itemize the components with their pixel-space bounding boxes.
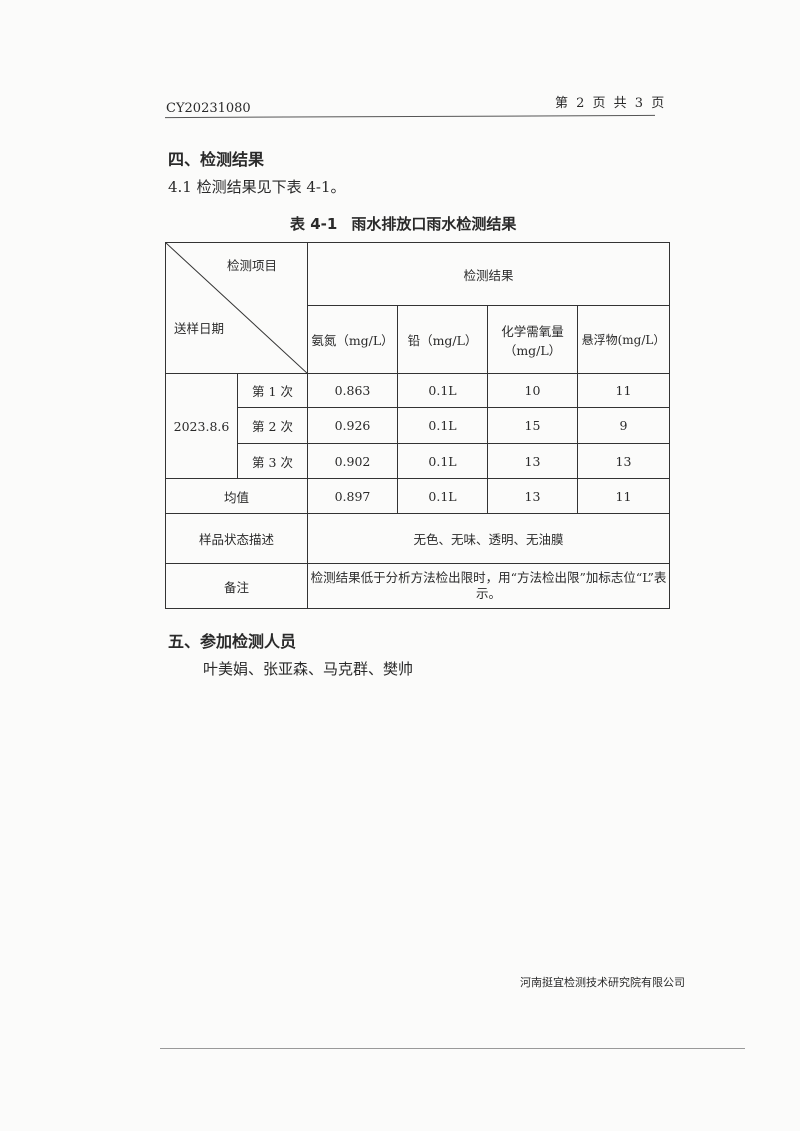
column-header: 化学需氧量（mg/L） [487,305,578,374]
caption-number: 表 4-1 [290,215,338,233]
row-label: 第 2 次 [237,407,308,444]
section-4-intro: 4.1 检测结果见下表 4-1。 [168,178,346,196]
cell: 0.897 [307,478,398,514]
mean-row: 均值 0.897 0.1L 13 11 [165,478,671,514]
date-cell: 2023.8.6 [165,373,238,479]
cell: 11 [576,478,671,514]
column-header: 铅（mg/L） [397,305,488,374]
cell: 13 [487,478,578,514]
remark-value: 检测结果低于分析方法检出限时，用“方法检出限”加标志位“L”表示。 [306,563,671,609]
cell: 0.902 [307,443,398,479]
cell: 11 [576,373,671,408]
cell: 15 [487,407,578,444]
row-label: 备注 [165,563,308,609]
diagonal-line [166,243,308,374]
caption-title: 雨水排放口雨水检测结果 [351,215,517,233]
corner-top-label: 检测项目 [226,258,277,273]
remark-row: 备注 检测结果低于分析方法检出限时，用“方法检出限”加标志位“L”表示。 [165,563,671,609]
section-4-title: 四、检测结果 [168,150,265,169]
document-number: CY20231080 [166,101,251,116]
state-row: 样品状态描述 无色、无味、透明、无油膜 [165,513,671,564]
cell: 9 [576,407,671,444]
cell: 0.863 [307,373,398,408]
cell: 0.1L [397,407,488,444]
row-label: 第 1 次 [237,373,308,408]
cell: 0.1L [397,373,488,408]
corner-bottom-label: 送样日期 [174,321,225,336]
cell: 13 [487,443,578,479]
cell: 0.1L [397,443,488,479]
row-label: 第 3 次 [237,443,308,479]
company-footer: 河南挺宜检测技术研究院有限公司 [520,976,685,989]
column-header: 氨氮（mg/L） [307,305,398,374]
cell: 0.926 [307,407,398,444]
results-table: 检测项目 送样日期 检测结果 氨氮（mg/L） 铅（mg/L） 化学需氧量（mg… [165,242,671,609]
column-header: 悬浮物(mg/L） [576,305,671,374]
table-row: 第 3 次 0.902 0.1L 13 13 [166,443,671,479]
group-header: 检测结果 [306,242,671,306]
footer-rule [160,1048,745,1049]
staff-list: 叶美娟、张亚森、马克群、樊帅 [203,660,414,678]
cell: 10 [487,373,578,408]
page-info: 第 2 页 共 3 页 [555,96,667,111]
row-label: 样品状态描述 [165,513,308,564]
row-label: 均值 [165,478,308,514]
table-caption: 表 4-1 雨水排放口雨水检测结果 [290,213,530,234]
corner-cell: 检测项目 送样日期 [165,242,308,374]
cell: 13 [576,443,671,479]
table-row: 2023.8.6 第 1 次 0.863 0.1L 10 11 [165,373,671,479]
state-value: 无色、无味、透明、无油膜 [306,513,671,564]
section-5-title: 五、参加检测人员 [168,632,297,651]
table-row: 第 2 次 0.926 0.1L 15 9 [166,407,671,444]
cell: 0.1L [397,478,488,514]
